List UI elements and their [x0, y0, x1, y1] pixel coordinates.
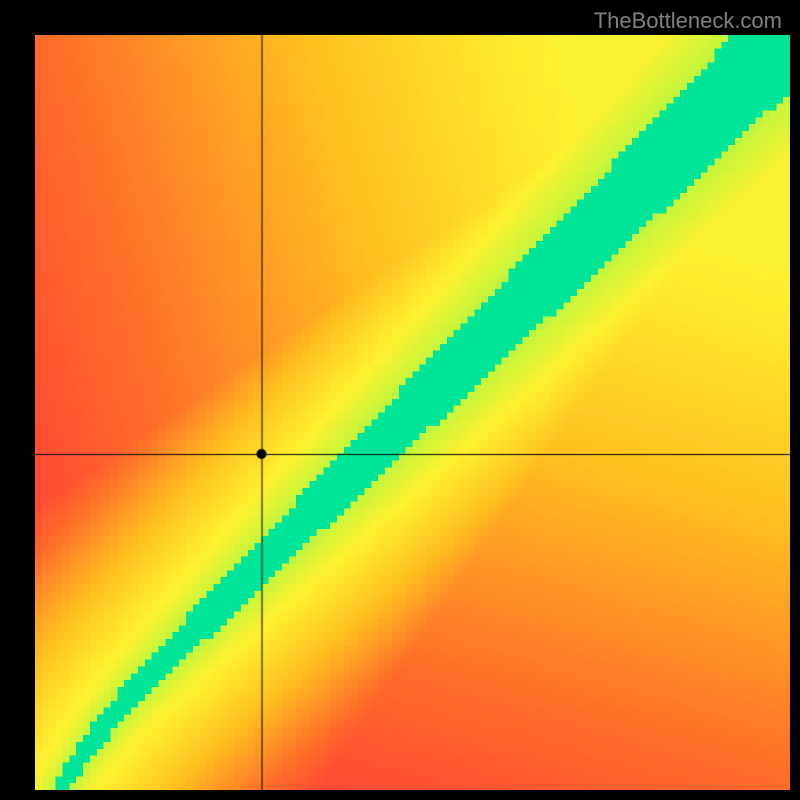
watermark-text: TheBottleneck.com	[594, 8, 782, 34]
crosshair-overlay	[0, 0, 800, 800]
chart-container: TheBottleneck.com	[0, 0, 800, 800]
